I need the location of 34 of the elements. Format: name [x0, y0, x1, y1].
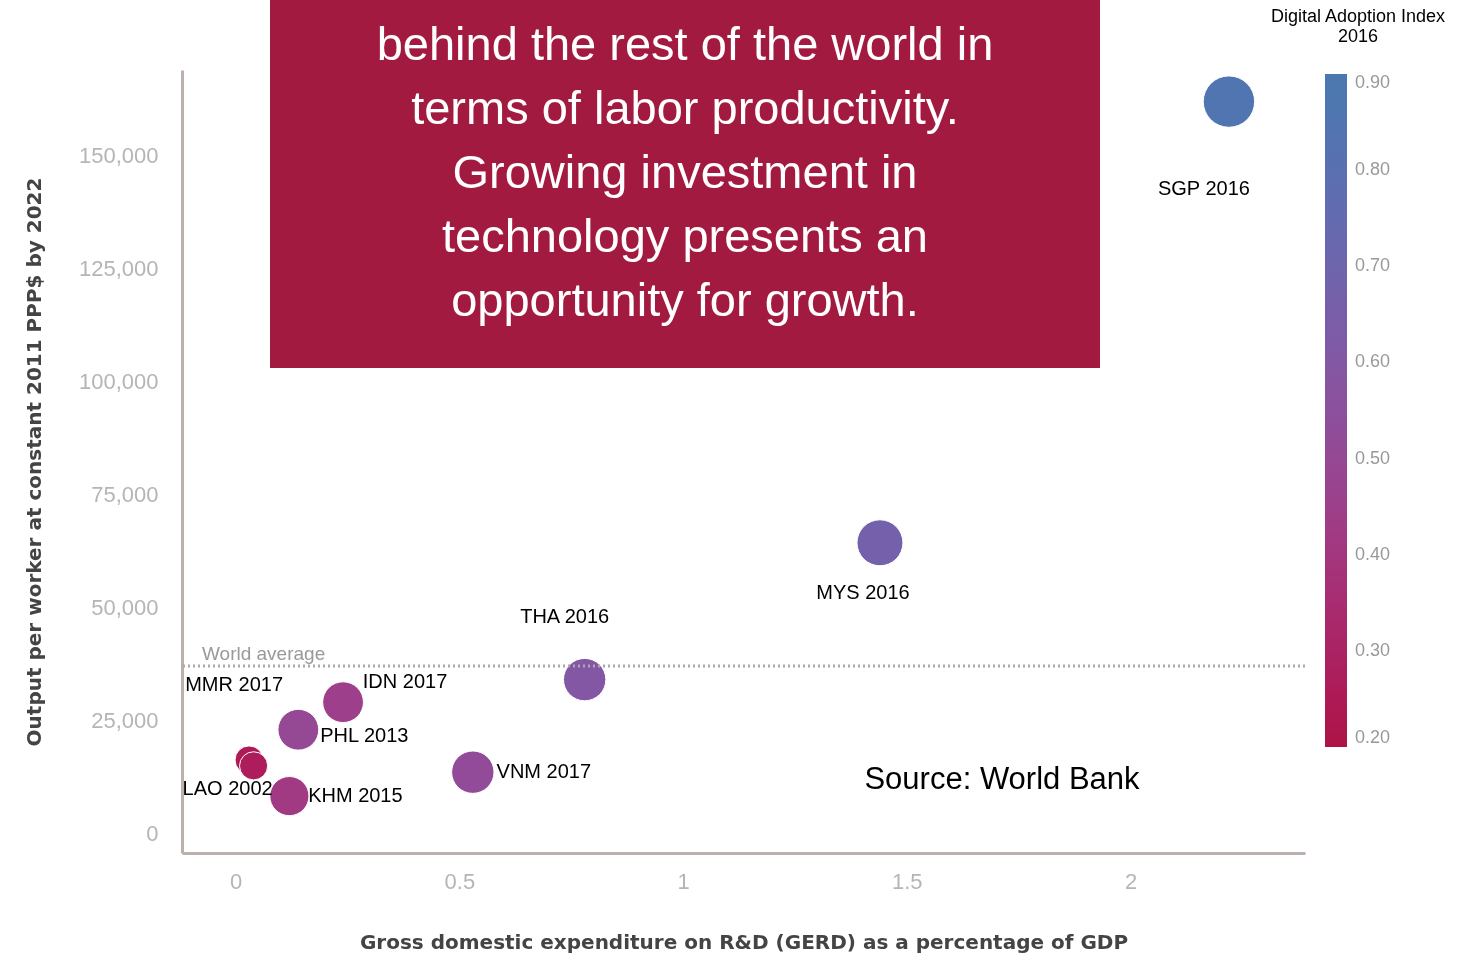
color-bar-label: 0.80	[1355, 159, 1391, 180]
annotation: THA 2016	[520, 604, 610, 627]
color-bar-label: 0.90	[1355, 72, 1391, 92]
x-tick-label: 1.5	[892, 868, 923, 894]
annotation: IDN 2017	[362, 670, 448, 693]
annotation: KHM 2015	[308, 784, 403, 807]
y-axis-title: Output per worker at constant 2011 PPP$ by 2022	[21, 177, 46, 747]
color-bar-label: 0.60	[1355, 351, 1391, 372]
y-tick-label: 50,000	[91, 594, 159, 620]
annotation: PHL 2013	[320, 723, 409, 746]
annotation: SGP 2016	[1157, 176, 1250, 199]
ref-line-label: World average	[202, 643, 326, 665]
x-tick-label: 0.5	[444, 868, 476, 894]
x-tick-label: 0	[230, 868, 243, 894]
annotation: MYS 2016	[816, 580, 910, 603]
y-tick-label: 100,000	[78, 369, 159, 395]
y-tick-label: 75,000	[91, 481, 159, 507]
y-tick-label: 0	[146, 820, 159, 846]
annotation: Source: World Bank	[864, 761, 1141, 796]
annotation: VNM 2017	[496, 760, 592, 783]
x-tick-label: 1	[677, 868, 690, 894]
color-bar-title: Digital Adoption Index 2016	[1270, 6, 1446, 46]
x-axis-title: Gross domestic expenditure on R&D (GERD) as a percentage of GDP	[359, 929, 1129, 954]
color-bar-label: 0.40	[1355, 543, 1391, 564]
x-tick-label: 2	[1124, 868, 1138, 894]
color-bar-label: 0.70	[1355, 255, 1391, 276]
color-bar-label: 0.30	[1355, 639, 1391, 660]
annotation: LAO 2002	[182, 776, 273, 799]
y-tick-label: 150,000	[78, 143, 159, 169]
annotation: MMR 2017	[185, 672, 284, 695]
y-tick-label: 25,000	[91, 707, 159, 733]
y-tick-label: 125,000	[78, 256, 159, 282]
color-bar-label: 0.50	[1355, 447, 1391, 468]
color-bar-label: 0.20	[1355, 727, 1391, 747]
